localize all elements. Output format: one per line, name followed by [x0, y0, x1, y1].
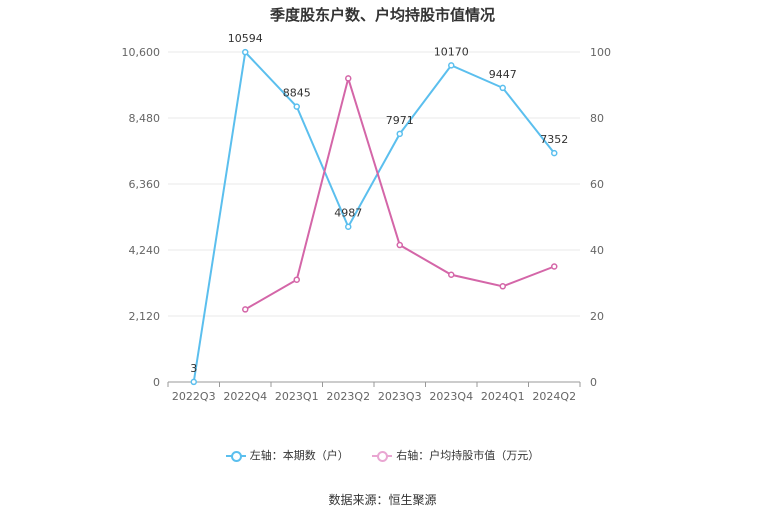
x-tick-label: 2024Q2 [532, 390, 576, 403]
data-point-avg-holding [448, 271, 455, 278]
data-label-households: 7352 [540, 133, 568, 146]
data-label-households: 7971 [386, 114, 414, 127]
chart-title: 季度股东户数、户均持股市值情况 [269, 6, 495, 24]
legend-item-households[interactable]: 左轴：本期数（户） [225, 447, 349, 463]
data-point-households [345, 223, 352, 230]
data-point-avg-holding [242, 306, 249, 313]
y-left-tick-label: 6,360 [129, 178, 161, 191]
data-point-households [190, 378, 197, 386]
y-right-tick-label: 60 [590, 178, 604, 191]
y-right-tick-label: 40 [590, 244, 604, 257]
legend-marker-households [225, 451, 246, 462]
legend-label-avg-holding: 右轴：户均持股市值（万元） [396, 449, 540, 462]
data-source: 数据来源：恒生聚源 [328, 493, 437, 507]
data-point-avg-holding [345, 75, 352, 82]
legend: 左轴：本期数（户） 右轴：户均持股市值（万元） [0, 447, 765, 463]
legend-item-avg-holding[interactable]: 右轴：户均持股市值（万元） [372, 447, 539, 463]
x-tick-label: 2022Q4 [223, 390, 267, 403]
data-point-households [499, 84, 506, 92]
x-tick-label: 2023Q3 [378, 390, 422, 403]
y-left-tick-label: 2,120 [129, 310, 161, 323]
data-point-avg-holding [396, 241, 403, 249]
legend-marker-avg-holding [372, 451, 393, 462]
y-right-tick-label: 20 [590, 310, 604, 323]
y-left-tick-label: 0 [153, 376, 160, 389]
y-right-tick-label: 80 [590, 112, 604, 125]
data-point-households [293, 103, 300, 110]
data-label-households: 4987 [334, 207, 362, 220]
data-label-households: 3 [190, 362, 197, 375]
data-point-households [396, 130, 403, 138]
data-point-avg-holding [551, 263, 558, 270]
x-tick-label: 2022Q3 [172, 390, 216, 403]
data-label-households: 10594 [228, 32, 263, 45]
y-left-tick-label: 8,480 [129, 112, 161, 125]
x-tick-label: 2023Q1 [275, 390, 319, 403]
y-left-tick-label: 10,600 [122, 46, 161, 59]
x-tick-label: 2023Q4 [429, 390, 473, 403]
data-label-households: 8845 [283, 87, 311, 100]
legend-label-households: 左轴：本期数（户） [249, 449, 349, 462]
data-point-avg-holding [499, 283, 506, 290]
line-chart: 0 2,120 4,240 6,360 8,480 10,600 0 20 40 60 80 100 2… [122, 32, 612, 403]
y-right-tick-label: 0 [590, 376, 597, 389]
x-tick-label: 2023Q2 [326, 390, 370, 403]
data-point-households [242, 48, 249, 56]
series-line-households [192, 50, 556, 383]
data-label-households: 10170 [434, 45, 469, 58]
y-left-tick-label: 4,240 [129, 244, 161, 257]
data-label-households: 9447 [489, 68, 517, 81]
data-point-avg-holding [293, 276, 300, 283]
y-right-tick-label: 100 [590, 46, 611, 59]
x-tick-label: 2024Q1 [481, 390, 525, 403]
data-point-households [551, 149, 558, 157]
data-point-households [448, 62, 455, 69]
